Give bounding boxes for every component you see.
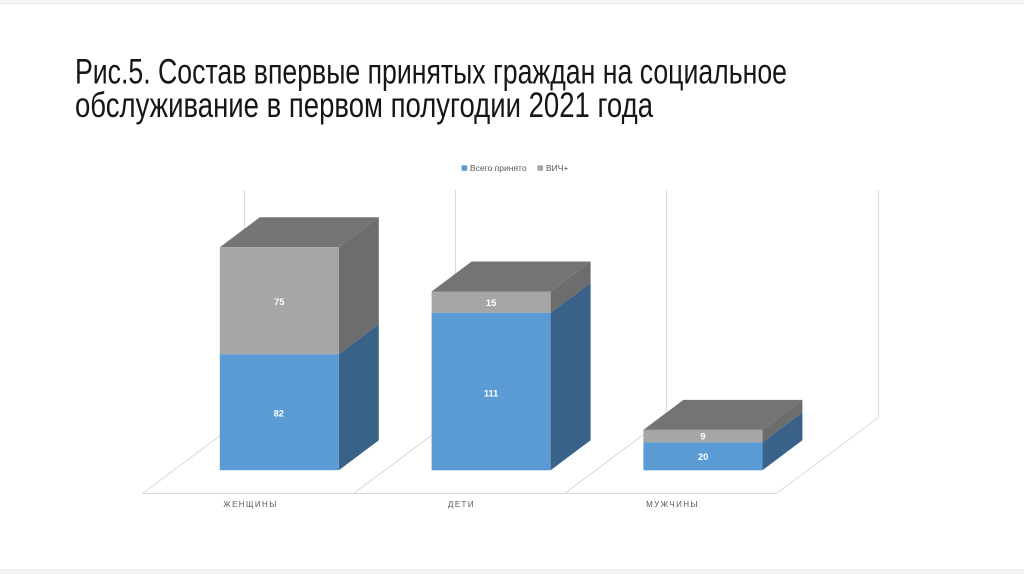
svg-text:9: 9 [700, 432, 705, 442]
svg-text:Рис.5. Состав впервые принятых: Рис.5. Состав впервые принятых граждан н… [75, 51, 787, 91]
svg-text:МУЖЧИНЫ: МУЖЧИНЫ [646, 500, 699, 509]
svg-text:15: 15 [486, 298, 496, 308]
svg-text:111: 111 [484, 388, 499, 398]
svg-text:ЖЕНЩИНЫ: ЖЕНЩИНЫ [223, 500, 277, 509]
svg-text:82: 82 [274, 409, 284, 419]
svg-text:ВИЧ+: ВИЧ+ [546, 163, 568, 173]
svg-text:20: 20 [698, 452, 708, 462]
svg-text:обслуживание в первом полугоди: обслуживание в первом полугодии 2021 год… [75, 85, 653, 125]
svg-text:ДЕТИ: ДЕТИ [448, 500, 475, 509]
svg-text:Всего принято: Всего принято [470, 163, 527, 173]
svg-text:75: 75 [274, 297, 284, 307]
